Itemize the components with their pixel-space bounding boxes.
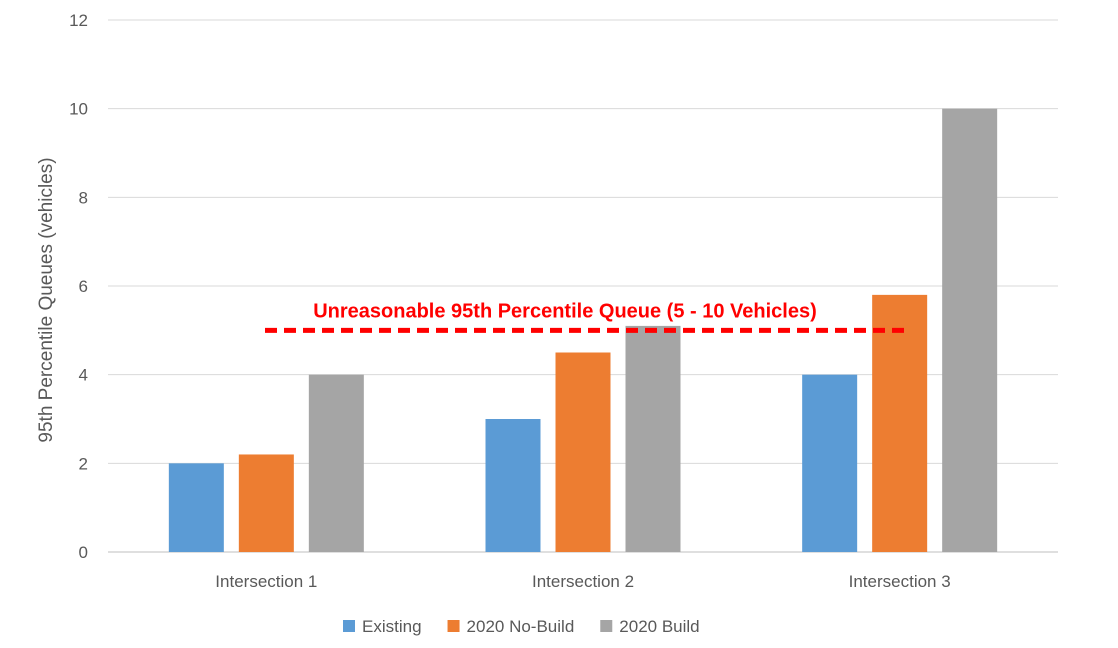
bar-2-2 (555, 352, 611, 552)
threshold-annotation: Unreasonable 95th Percentile Queue (5 - … (265, 300, 905, 333)
y-axis-tick-labels: 0 2 4 6 8 10 12 (69, 11, 88, 562)
bar-2-3 (625, 325, 681, 552)
legend-swatch-1 (343, 620, 355, 632)
bar-2-1 (485, 419, 541, 552)
bars (168, 108, 998, 553)
legend-swatch-2 (447, 620, 460, 632)
x-category-label-1: Intersection 1 (215, 572, 317, 591)
y-tick-label-6: 6 (79, 277, 88, 296)
y-axis-title: 95th Percentile Queues (vehicles) (36, 157, 57, 442)
legend-label-2: 2020 No-Build (467, 617, 575, 636)
y-tick-label-2: 2 (79, 454, 88, 473)
legend-swatch-3 (600, 620, 613, 632)
y-tick-label-12: 12 (69, 11, 88, 30)
x-category-label-3: Intersection 3 (849, 572, 951, 591)
y-tick-label-10: 10 (69, 100, 88, 119)
legend-label-3: 2020 Build (619, 617, 699, 636)
bar-3-2 (872, 294, 928, 552)
x-axis-category-labels: Intersection 1 Intersection 2 Intersection… (215, 572, 950, 591)
x-category-label-2: Intersection 2 (532, 572, 634, 591)
y-tick-label-4: 4 (79, 366, 88, 385)
legend: Existing 2020 No-Build 2020 Build (343, 617, 700, 636)
bar-1-2 (238, 454, 294, 552)
bar-1-1 (168, 463, 224, 552)
y-tick-label-8: 8 (79, 188, 88, 207)
threshold-label: Unreasonable 95th Percentile Queue (5 - … (313, 300, 817, 322)
legend-label-1: Existing (362, 617, 422, 636)
y-tick-label-0: 0 (79, 543, 88, 562)
bar-3-3 (942, 108, 998, 553)
bar-1-3 (308, 374, 364, 552)
bar-3-1 (802, 374, 858, 552)
